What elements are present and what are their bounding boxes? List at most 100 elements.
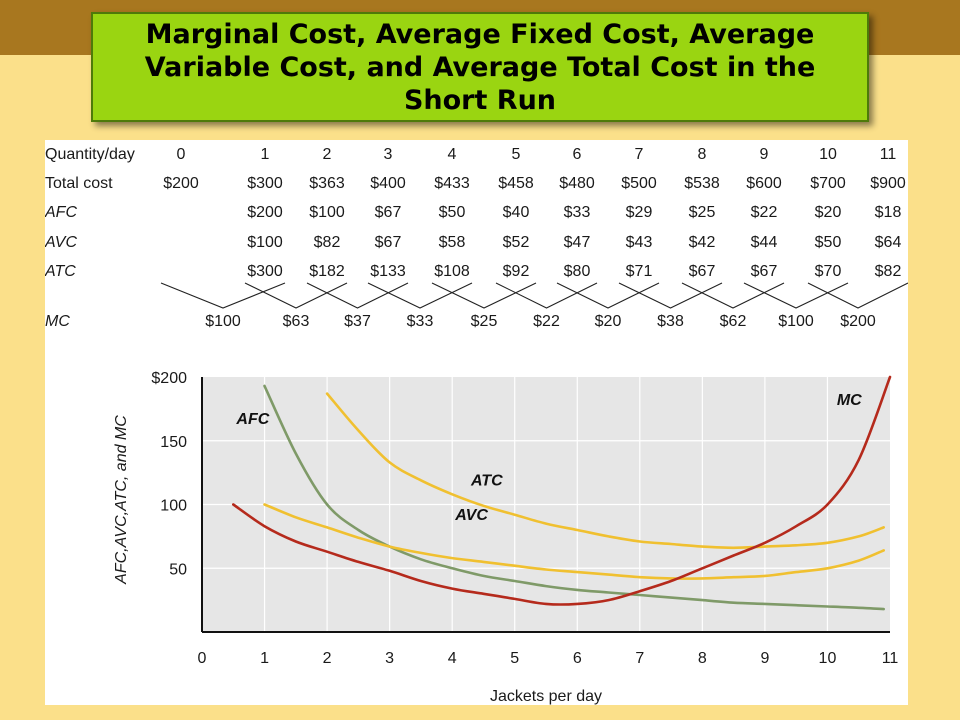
mc-cell: $25 [471,313,498,330]
table-row-label: AVC [45,234,77,251]
table-row-label: Total cost [45,175,113,192]
table-cell: $47 [564,234,591,251]
table-cell: 4 [448,146,457,163]
table-cell: $67 [751,263,778,280]
y-tick-label: 100 [160,498,187,515]
table-cell: $82 [314,234,341,251]
series-line-mc [232,375,892,606]
title-banner: Marginal Cost, Average Fixed Cost, Avera… [91,12,869,122]
table-cell: 3 [384,146,393,163]
table-cell: 6 [573,146,582,163]
series-line-atc [325,392,885,550]
mc-connector [431,282,537,309]
mc-cell: $63 [283,313,310,330]
table-cell: 2 [323,146,332,163]
table-cell: $29 [626,204,653,221]
mc-cell: $200 [840,313,876,330]
mc-connector [495,282,598,309]
table-cell: $80 [564,263,591,280]
table-cell: 0 [177,146,186,163]
table-cell: $363 [309,175,345,192]
table-cell: $700 [810,175,846,192]
table-cell: $500 [621,175,657,192]
table-cell: $538 [684,175,720,192]
mc-cell: $62 [720,313,747,330]
y-tick-label: 50 [169,561,187,578]
mc-cell: $100 [778,313,814,330]
table-cell: 8 [698,146,707,163]
table-cell: $50 [439,204,466,221]
series-line-afc [263,384,885,611]
x-tick-label: 6 [573,650,582,667]
mc-cell: $37 [344,313,371,330]
table-cell: $600 [746,175,782,192]
x-tick-label: 1 [260,650,269,667]
table-cell: 5 [512,146,521,163]
table-cell: $50 [815,234,842,251]
table-cell: $18 [875,204,902,221]
x-tick-label: 9 [760,650,769,667]
table-cell: $300 [247,263,283,280]
table-cell: $58 [439,234,466,251]
table-cell: $42 [689,234,716,251]
table-cell: $67 [375,204,402,221]
mc-connector [244,282,348,309]
table-cell: $182 [309,263,345,280]
x-tick-label: 0 [198,650,207,667]
mc-connector [743,282,849,309]
series-label-mc: MC [837,392,862,409]
table-cell: $20 [815,204,842,221]
table-cell: $480 [559,175,595,192]
mc-connector [556,282,660,309]
table-cell: 7 [635,146,644,163]
table-row-label: Quantity/day [45,146,135,163]
table-cell: $458 [498,175,534,192]
table-cell: $67 [375,234,402,251]
table-cell: 1 [261,146,270,163]
mc-connector [306,282,409,309]
mc-connector [160,282,286,309]
mc-cell: $20 [595,313,622,330]
table-cell: 10 [819,146,837,163]
table-cell: $100 [309,204,345,221]
x-tick-label: 4 [448,650,457,667]
x-tick-label: 7 [635,650,644,667]
table-cell: $40 [503,204,530,221]
cost-schedule-table: Quantity/day 0 1 2 3 4 5 6 7 8 9 10 11 Total cost $200… [45,146,908,330]
mc-cell: $38 [657,313,684,330]
table-cell: $70 [815,263,842,280]
x-axis-label: Jackets per day [490,688,602,705]
table-cell: $200 [247,204,283,221]
mc-connector [618,282,723,309]
table-cell: $43 [626,234,653,251]
table-cell: 9 [760,146,769,163]
x-tick-label: 2 [323,650,332,667]
table-cell: $71 [626,263,653,280]
y-axis-label: AFC,AVC,ATC, and MC [113,415,130,585]
series-label-avc: AVC [454,507,488,524]
table-row-label: ATC [45,263,76,280]
table-cell: $133 [370,263,406,280]
table-cell: $33 [564,204,591,221]
x-tick-label: 10 [819,650,837,667]
table-cell: $900 [870,175,906,192]
series-label-afc: AFC [235,411,269,428]
table-cell: $400 [370,175,406,192]
mc-connector [807,282,908,309]
table-cell: $433 [434,175,470,192]
table-cell: $300 [247,175,283,192]
x-tick-label: 5 [510,650,519,667]
mc-connector [681,282,785,309]
mc-cell: $33 [407,313,434,330]
x-tick-label: 3 [385,650,394,667]
content-panel: Quantity/day 0 1 2 3 4 5 6 7 8 9 10 11 Total cost $200… [45,140,908,705]
table-cell: $22 [751,204,778,221]
slide-title: Marginal Cost, Average Fixed Cost, Avera… [144,18,816,116]
series-line-avc [263,503,885,580]
table-cell: $44 [751,234,778,251]
table-cell: $108 [434,263,470,280]
table-cell: $82 [875,263,902,280]
series-label-atc: ATC [470,472,503,489]
table-cell: $67 [689,263,716,280]
y-tick-label: 150 [160,434,187,451]
